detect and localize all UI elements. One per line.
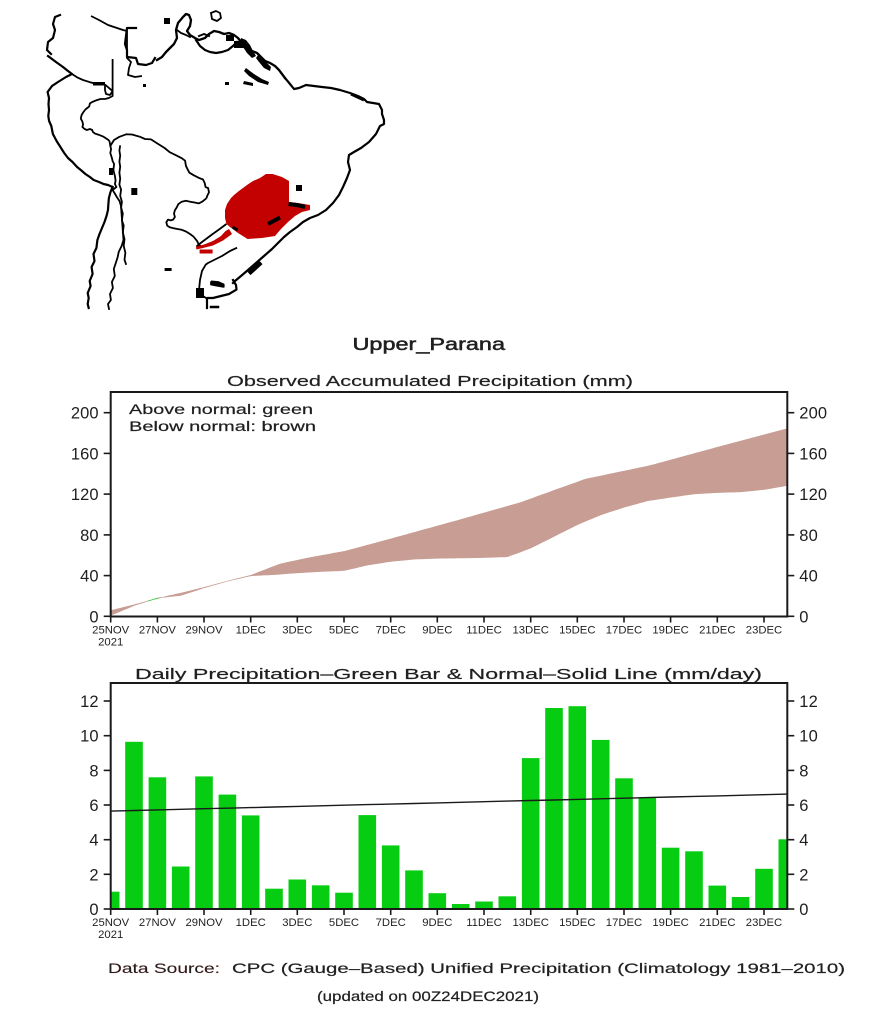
svg-text:0: 0 — [89, 608, 98, 626]
svg-text:27NOV: 27NOV — [139, 625, 177, 637]
svg-text:(updated on 00Z24DEC2021): (updated on 00Z24DEC2021) — [317, 988, 539, 1004]
svg-text:7DEC: 7DEC — [376, 917, 406, 929]
svg-text:Below normal: brown: Below normal: brown — [129, 419, 316, 434]
svg-text:9DEC: 9DEC — [422, 917, 452, 929]
svg-text:29NOV: 29NOV — [185, 625, 223, 637]
svg-text:8: 8 — [799, 762, 808, 780]
svg-text:21DEC: 21DEC — [699, 625, 735, 637]
svg-text:29NOV: 29NOV — [185, 917, 223, 929]
svg-text:2: 2 — [89, 866, 98, 884]
svg-text:13DEC: 13DEC — [512, 625, 548, 637]
svg-text:11DEC: 11DEC — [466, 625, 502, 637]
svg-text:19DEC: 19DEC — [652, 625, 688, 637]
svg-text:Observed Accumulated Precipita: Observed Accumulated Precipitation (mm) — [227, 373, 633, 390]
svg-text:CPC (Gauge–Based) Unified Prec: CPC (Gauge–Based) Unified Precipitation … — [232, 960, 845, 976]
svg-text:1DEC: 1DEC — [236, 625, 266, 637]
svg-text:10: 10 — [799, 728, 818, 746]
svg-text:19DEC: 19DEC — [652, 917, 688, 929]
svg-text:12: 12 — [799, 693, 818, 711]
svg-text:8: 8 — [89, 762, 98, 780]
svg-text:120: 120 — [799, 486, 827, 504]
svg-text:6: 6 — [89, 797, 98, 815]
svg-text:80: 80 — [80, 527, 99, 545]
svg-text:40: 40 — [799, 568, 818, 586]
svg-text:2021: 2021 — [98, 637, 123, 649]
svg-text:4: 4 — [89, 832, 98, 850]
svg-text:200: 200 — [71, 405, 99, 423]
svg-text:15DEC: 15DEC — [559, 917, 595, 929]
svg-text:6: 6 — [799, 797, 808, 815]
svg-text:0: 0 — [799, 901, 808, 919]
svg-text:3DEC: 3DEC — [282, 625, 312, 637]
svg-text:10: 10 — [80, 728, 99, 746]
svg-text:2: 2 — [799, 866, 808, 884]
svg-text:Upper_Parana: Upper_Parana — [353, 334, 506, 355]
svg-text:25NOV: 25NOV — [92, 625, 130, 637]
svg-text:21DEC: 21DEC — [699, 917, 735, 929]
svg-text:9DEC: 9DEC — [422, 625, 452, 637]
svg-text:5DEC: 5DEC — [329, 625, 359, 637]
svg-text:5DEC: 5DEC — [329, 917, 359, 929]
svg-text:160: 160 — [71, 445, 99, 463]
svg-text:Data Source:: Data Source: — [108, 960, 220, 976]
svg-text:15DEC: 15DEC — [559, 625, 595, 637]
svg-text:4: 4 — [799, 832, 808, 850]
svg-text:0: 0 — [799, 608, 808, 626]
svg-text:1DEC: 1DEC — [236, 917, 266, 929]
svg-text:160: 160 — [799, 445, 827, 463]
svg-text:25NOV: 25NOV — [92, 917, 130, 929]
svg-text:7DEC: 7DEC — [376, 625, 406, 637]
svg-text:2021: 2021 — [98, 929, 123, 941]
svg-text:23DEC: 23DEC — [746, 625, 782, 637]
svg-text:40: 40 — [80, 568, 99, 586]
svg-text:200: 200 — [799, 405, 827, 423]
svg-text:17DEC: 17DEC — [606, 625, 642, 637]
svg-text:13DEC: 13DEC — [512, 917, 548, 929]
svg-text:3DEC: 3DEC — [282, 917, 312, 929]
svg-text:120: 120 — [71, 486, 99, 504]
svg-text:Above normal: green: Above normal: green — [129, 402, 313, 417]
svg-text:17DEC: 17DEC — [606, 917, 642, 929]
svg-text:Daily Precipitation–Green Bar: Daily Precipitation–Green Bar & Normal–S… — [135, 666, 762, 683]
svg-text:80: 80 — [799, 527, 818, 545]
svg-text:0: 0 — [89, 901, 98, 919]
svg-text:23DEC: 23DEC — [746, 917, 782, 929]
svg-text:11DEC: 11DEC — [466, 917, 502, 929]
svg-text:12: 12 — [80, 693, 99, 711]
svg-text:27NOV: 27NOV — [139, 917, 177, 929]
